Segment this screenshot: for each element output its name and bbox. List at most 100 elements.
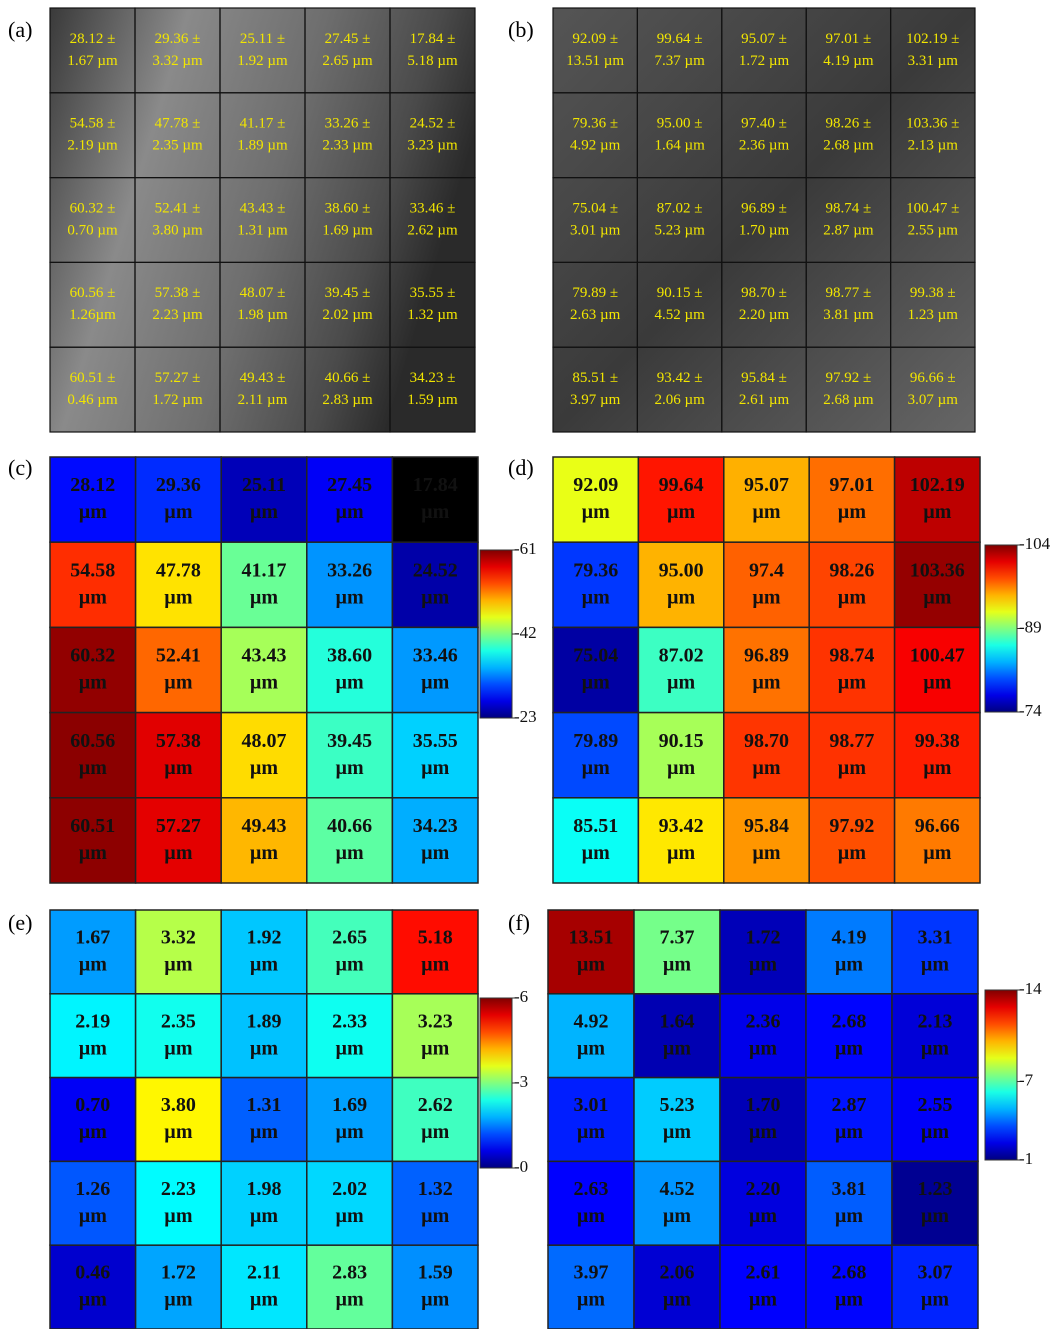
cell-sd: 3.97 µm [570,392,621,408]
cell-unit: µm [577,1037,606,1059]
cell-sd: 13.51 µm [566,53,624,69]
heat-cell [307,457,393,542]
cell-sd: 2.35 µm [152,138,203,154]
cell-value: 4.92 [574,1010,609,1032]
cell-value: 2.68 [832,1010,867,1032]
cell-mean: 85.51 ± [572,370,618,386]
panel-label: (d) [508,455,534,480]
cell-unit: µm [79,842,108,864]
cell-value: 95.00 [659,559,704,581]
cell-value: 33.26 [327,559,372,581]
heat-cell [50,457,136,542]
heat-cell [307,910,393,994]
heat-cell [634,1161,720,1245]
cell-sd: 2.62 µm [407,222,458,238]
cell-value: 3.32 [161,926,196,948]
cell-unit: µm [336,1121,365,1143]
cell-unit: µm [577,1289,606,1311]
cell-value: 47.78 [156,559,201,581]
heat-cell [136,910,222,994]
cell-value: 60.32 [70,645,115,667]
heat-cell [50,994,136,1078]
cell-value: 43.43 [242,645,287,667]
cell-value: 2.35 [161,1010,196,1032]
cell-sd: 1.67 µm [67,53,118,69]
cell-value: 24.52 [413,559,458,581]
heat-cell [221,457,307,542]
cell-unit: µm [582,672,611,694]
heat-cell [809,798,894,883]
heat-cell [307,1161,393,1245]
cell-sd: 1.72 µm [739,53,790,69]
cell-unit: µm [164,1037,193,1059]
cell-unit: µm [164,1289,193,1311]
cell-value: 38.60 [327,645,372,667]
cell-mean: 35.55 ± [410,285,456,301]
cell-unit: µm [835,1205,864,1227]
cell-value: 41.17 [242,559,287,581]
cell-value: 1.72 [161,1262,196,1284]
cell-sd: 2.19 µm [67,138,118,154]
heat-cell [720,1245,806,1329]
cell-unit: µm [752,586,781,608]
cell-value: 98.77 [829,730,874,752]
cell-unit: µm [336,586,365,608]
heat-cell [895,713,980,798]
cell-mean: 95.00 ± [657,116,703,132]
cell-value: 29.36 [156,474,201,496]
cell-sd: 4.52 µm [654,307,705,323]
colorbar-label: -1 [1019,1149,1033,1168]
cell-unit: µm [923,842,952,864]
heat-cell [806,994,892,1078]
cell-mean: 92.09 ± [572,31,618,47]
cell-unit: µm [577,1205,606,1227]
cell-value: 79.36 [573,559,618,581]
cell-value: 98.26 [829,559,874,581]
heat-cell [221,798,307,883]
cell-mean: 57.27 ± [155,370,201,386]
cell-mean: 60.56 ± [70,285,116,301]
cell-mean: 103.36 ± [906,116,959,132]
heat-cell [720,1078,806,1162]
cell-unit: µm [835,1121,864,1143]
cell-mean: 40.66 ± [325,370,371,386]
cell-value: 49.43 [242,815,287,837]
cell-sd: 2.02 µm [322,307,373,323]
cell-unit: µm [835,1037,864,1059]
colorbar [985,990,1017,1160]
cell-mean: 33.46 ± [410,200,456,216]
cell-unit: µm [838,672,867,694]
colorbar-label: -61 [514,539,537,558]
cell-sd: 2.13 µm [908,138,959,154]
cell-value: 99.64 [659,474,704,496]
heat-cell [634,1245,720,1329]
cell-value: 102.19 [910,474,965,496]
heat-cell [221,1161,307,1245]
cell-mean: 52.41 ± [155,200,201,216]
cell-unit: µm [421,842,450,864]
cell-unit: µm [79,757,108,779]
cell-value: 4.52 [660,1178,695,1200]
panel-label: (b) [508,17,534,42]
cell-unit: µm [79,586,108,608]
heat-cell [221,1245,307,1329]
cell-value: 1.23 [918,1178,953,1200]
cell-sd: 1.23 µm [908,307,959,323]
cell-unit: µm [164,672,193,694]
cell-unit: µm [582,501,611,523]
cell-value: 2.19 [75,1010,110,1032]
heat-cell [392,457,478,542]
cell-value: 27.45 [327,474,372,496]
cell-unit: µm [164,953,193,975]
heat-cell [392,910,478,994]
heat-cell [548,910,634,994]
panel-label: (c) [8,455,32,480]
cell-value: 2.23 [161,1178,196,1200]
cell-unit: µm [923,501,952,523]
cell-unit: µm [749,1037,778,1059]
cell-mean: 57.38 ± [155,285,201,301]
cell-sd: 1.98 µm [237,307,288,323]
cell-unit: µm [752,501,781,523]
heat-cell [50,542,136,627]
cell-mean: 27.45 ± [325,31,371,47]
